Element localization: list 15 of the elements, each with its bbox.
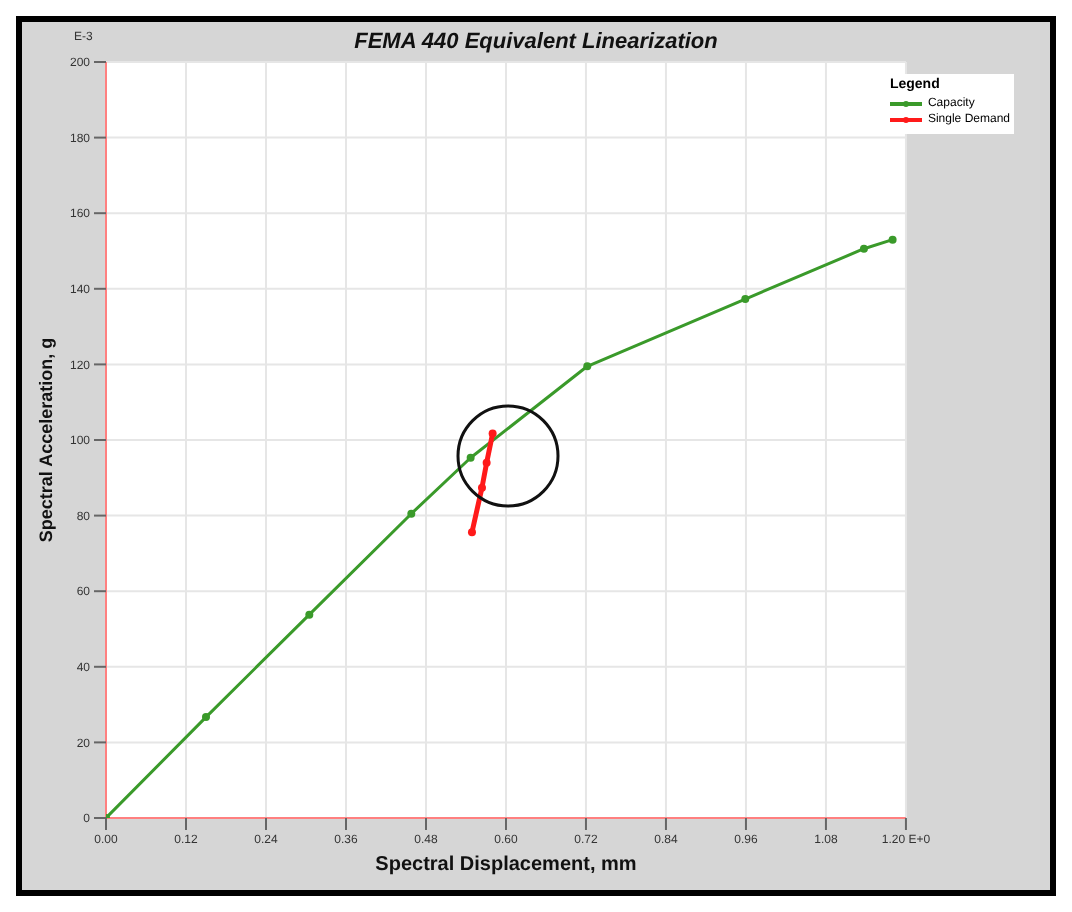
point [407,509,416,518]
point [466,453,475,462]
point [305,610,314,619]
point [583,362,592,371]
x-axis-title: Spectral Displacement, mm [375,854,637,876]
point [482,458,491,467]
point [488,429,497,438]
point [859,244,868,253]
point [741,295,750,304]
y-axis-title: Spectral Acceleration, g [36,337,57,543]
point [477,483,486,492]
point [201,713,210,722]
chart-title: FEMA 440 Equivalent Linearization [354,30,718,54]
point [888,235,897,244]
point [467,528,476,537]
